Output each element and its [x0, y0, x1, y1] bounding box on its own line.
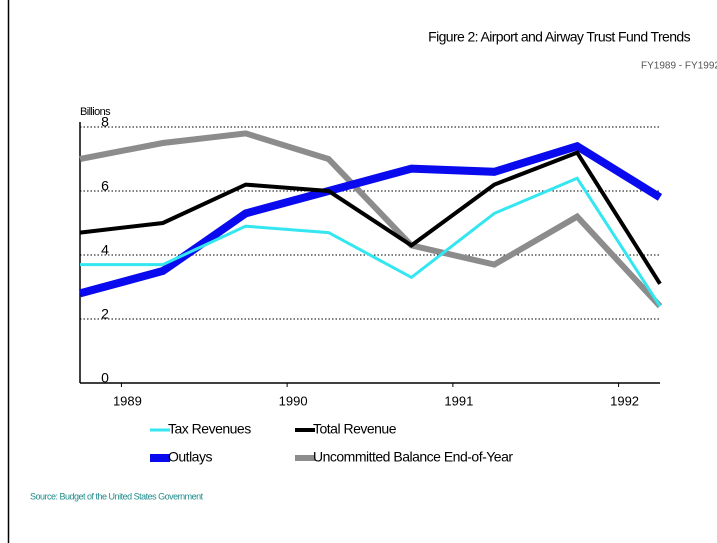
chart-subtitle: FY1989 - FY1992 [641, 61, 717, 72]
x-tick-label: 1989 [113, 393, 142, 408]
series-line [79, 130, 663, 309]
y-axis-label: Billions [80, 106, 111, 118]
y-tick-label: 2 [101, 306, 109, 322]
series-line [78, 141, 663, 298]
series-line [80, 176, 662, 308]
x-tick-label: 1992 [610, 393, 639, 408]
x-tick-label: 1991 [444, 393, 473, 408]
y-tick-label: 4 [101, 242, 109, 258]
series-line [79, 150, 662, 285]
legend-label: Uncommitted Balance End-of-Year [313, 449, 513, 465]
chart-title: Figure 2: Airport and Airway Trust Fund … [428, 29, 690, 45]
legend-label: Outlays [168, 449, 212, 465]
source-note: Source: Budget of the United States Gove… [30, 491, 204, 501]
y-tick-label: 8 [101, 114, 109, 130]
y-tick-label: 0 [101, 370, 109, 386]
legend-label: Total Revenue [313, 421, 397, 437]
y-tick-label: 6 [101, 178, 109, 194]
x-tick-label: 1990 [279, 393, 308, 408]
legend-label: Tax Revenues [168, 421, 251, 437]
